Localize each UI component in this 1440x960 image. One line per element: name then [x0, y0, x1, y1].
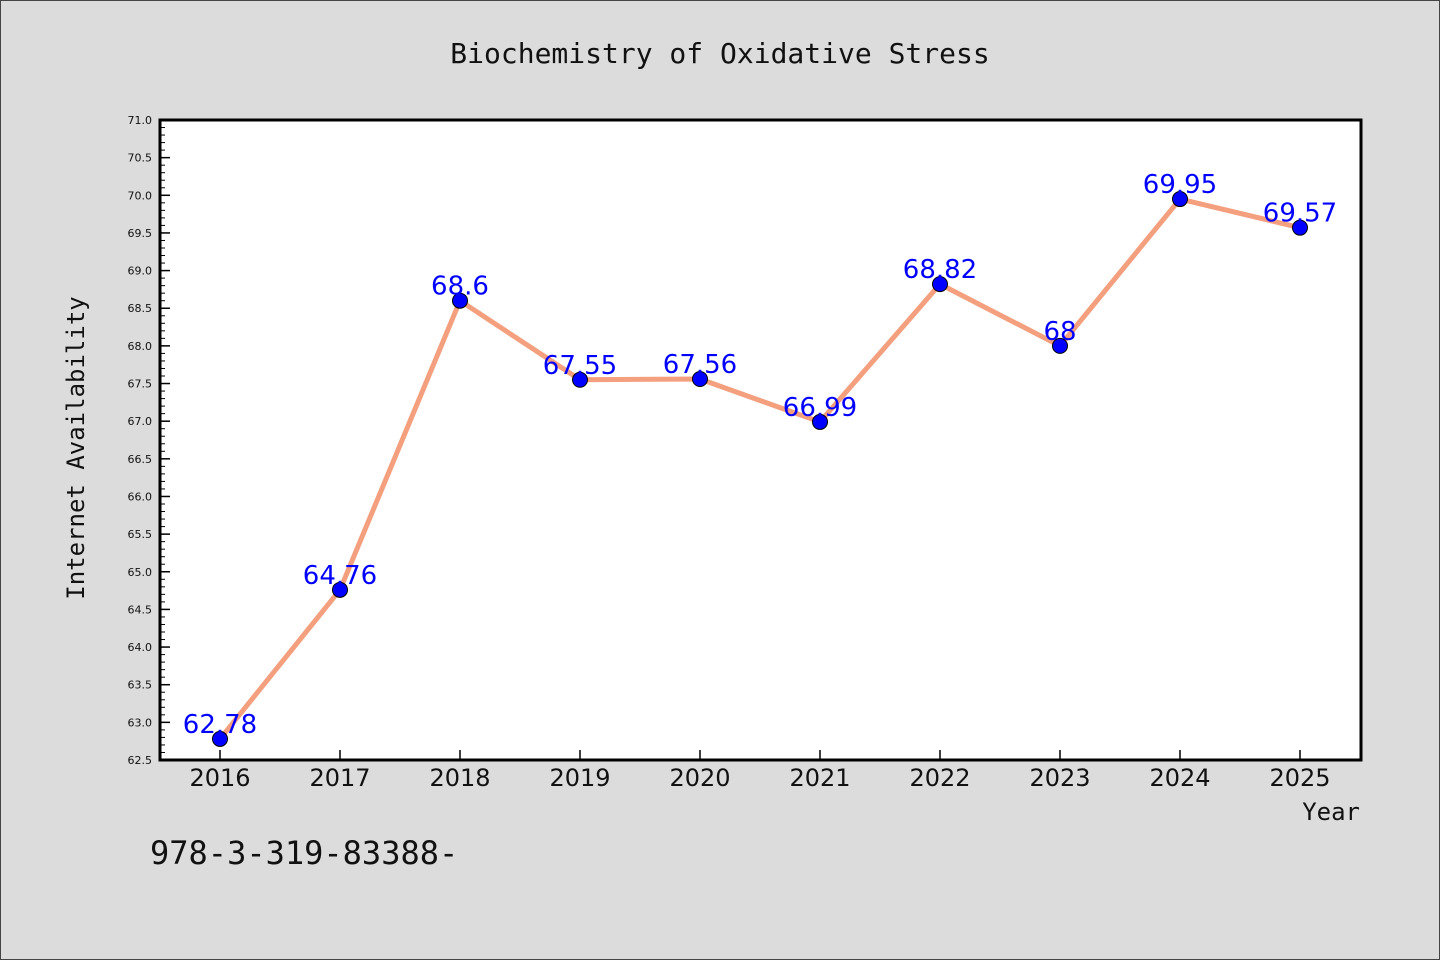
x-tick-label: 2016	[189, 764, 250, 792]
x-tick-label: 2020	[669, 764, 730, 792]
y-tick-label: 64.5	[128, 603, 153, 616]
data-label: 68	[1043, 317, 1076, 347]
y-tick-label: 68.0	[128, 340, 153, 353]
y-tick-label: 62.5	[128, 754, 153, 767]
y-tick-label: 65.0	[128, 566, 153, 579]
x-tick-label: 2025	[1269, 764, 1330, 792]
data-label: 69.57	[1263, 199, 1337, 229]
data-point	[932, 276, 948, 293]
y-tick-label: 63.0	[128, 716, 153, 729]
data-label: 69.95	[1143, 170, 1217, 200]
data-label: 66.99	[783, 393, 857, 423]
x-axis-label: Year	[1302, 798, 1360, 826]
footnote-isbn: 978-3-319-83388-	[150, 834, 458, 872]
y-axis-label: Internet Availability	[62, 296, 90, 599]
data-point	[332, 581, 348, 598]
y-tick-label: 67.0	[128, 415, 153, 428]
y-tick-label: 63.5	[128, 679, 153, 692]
series-group: 62.78 64.76 68.6 67.55 67.56 66.99 68.82 68 69.9…	[183, 170, 1337, 747]
x-tick-label: 2019	[549, 764, 610, 792]
data-point	[212, 730, 228, 747]
y-tick-label: 66.5	[128, 453, 153, 466]
data-point	[452, 292, 468, 309]
x-tick-label: 2017	[309, 764, 370, 792]
data-label: 68.6	[431, 272, 489, 302]
y-tick-label: 68.5	[128, 302, 153, 315]
data-point	[1052, 337, 1068, 354]
y-tick-label: 69.0	[128, 265, 153, 278]
x-tick-label: 2021	[789, 764, 850, 792]
x-tick-label: 2022	[909, 764, 970, 792]
data-label: 62.78	[183, 710, 257, 740]
data-point	[692, 371, 708, 388]
data-point	[812, 413, 828, 430]
y-tick-label: 70.0	[128, 189, 153, 202]
data-label: 68.82	[903, 255, 977, 285]
y-tick-label: 66.0	[128, 490, 153, 503]
plot-area	[158, 118, 1363, 762]
x-tick-label: 2023	[1029, 764, 1090, 792]
y-tick-label: 67.5	[128, 378, 153, 391]
y-tick-label: 65.5	[128, 528, 153, 541]
data-point	[1172, 191, 1188, 208]
data-point	[572, 371, 588, 388]
data-label: 64.76	[303, 561, 377, 591]
y-tick-label: 70.5	[128, 152, 153, 165]
x-tick-label: 2018	[429, 764, 490, 792]
y-axis-ticks: 62.5 63.0 63.5 64.0 64.5 65.0 65.5 66.0 66.5 67.0…	[128, 114, 170, 767]
x-axis-ticks: 2016 2017 2018 2019 2020 2021 2022 2023 2024 2025	[189, 750, 1331, 792]
series-line	[217, 196, 1303, 742]
y-tick-label: 69.5	[128, 227, 153, 240]
y-tick-label: 64.0	[128, 641, 153, 654]
data-point	[1292, 219, 1308, 236]
data-label: 67.55	[543, 351, 617, 381]
chart-title: Biochemistry of Oxidative Stress	[450, 37, 989, 70]
x-tick-label: 2024	[1149, 764, 1210, 792]
data-label: 67.56	[663, 350, 737, 380]
y-tick-label: 71.0	[128, 114, 153, 127]
